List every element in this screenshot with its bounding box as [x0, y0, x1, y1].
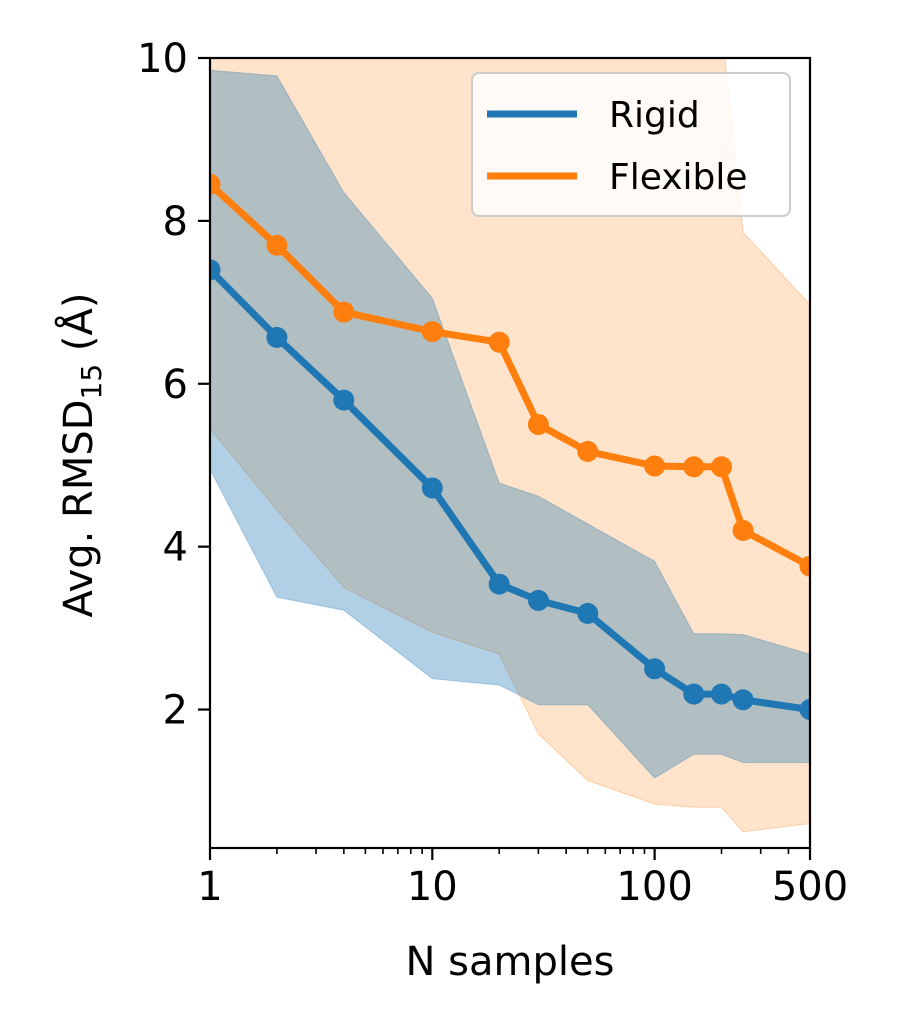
y-tick-label-2: 2 [163, 688, 188, 734]
point-flexible-500 [799, 555, 810, 577]
point-flexible-100 [644, 455, 666, 477]
point-rigid-50 [577, 602, 599, 624]
point-flexible-10 [421, 321, 443, 343]
legend-label-rigid: Rigid [609, 95, 700, 136]
point-flexible-200 [711, 456, 732, 478]
point-flexible-150 [683, 456, 705, 478]
y-axis-label-subscript: 15 [75, 364, 108, 400]
point-rigid-100 [644, 658, 666, 680]
y-tick-label-6: 6 [163, 362, 188, 408]
point-flexible-250 [732, 519, 754, 541]
point-rigid-200 [711, 683, 732, 705]
point-rigid-30 [527, 589, 549, 611]
point-rigid-2 [266, 326, 288, 348]
point-flexible-1 [210, 173, 221, 195]
point-rigid-4 [333, 389, 355, 411]
point-rigid-1 [210, 259, 221, 281]
x-axis-label: N samples [406, 939, 615, 985]
y-tick-label-4: 4 [163, 525, 188, 571]
y-axis-label-main: Avg. RMSD [56, 399, 102, 617]
point-flexible-30 [527, 414, 549, 435]
legend: Rigid Flexible [471, 72, 791, 217]
point-rigid-20 [488, 573, 510, 595]
y-axis-label: Avg. RMSD15 (Å) [54, 293, 108, 618]
point-rigid-150 [683, 683, 705, 705]
legend-box [471, 72, 791, 217]
x-tick-label-500: 500 [772, 864, 848, 910]
y-axis-label-unit: (Å) [54, 293, 102, 364]
series-lines [210, 173, 810, 720]
legend-label-flexible: Flexible [609, 157, 748, 198]
point-flexible-50 [577, 440, 599, 462]
axes: 2 4 6 8 10 1 10 100 500 [137, 36, 848, 910]
point-rigid-250 [732, 689, 754, 711]
y-tick-label-10: 10 [137, 36, 188, 82]
line-flexible [210, 180, 810, 570]
x-tick-label-1: 1 [197, 864, 222, 910]
y-tick-label-8: 8 [163, 199, 188, 245]
plot-frame [208, 56, 812, 850]
point-flexible-4 [333, 301, 355, 323]
band-rigid [210, 69, 810, 779]
x-tick-label-10: 10 [407, 864, 458, 910]
x-tick-label-100: 100 [616, 864, 692, 910]
point-flexible-2 [266, 234, 288, 256]
point-flexible-20 [488, 331, 510, 353]
band-flexible [210, 58, 810, 833]
confidence-bands [210, 58, 810, 833]
point-rigid-10 [421, 477, 443, 499]
point-rigid-500 [799, 699, 810, 720]
